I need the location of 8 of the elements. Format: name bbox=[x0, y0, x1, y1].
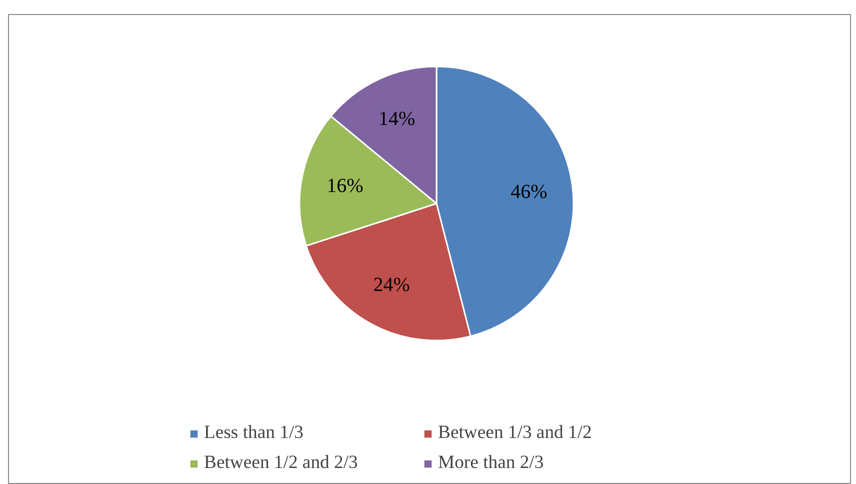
data-label: 24% bbox=[373, 274, 410, 296]
data-label: 14% bbox=[378, 108, 416, 130]
legend-label: Less than 1/3 bbox=[204, 422, 304, 444]
legend-label: Between 1/2 and 2/3 bbox=[204, 452, 359, 474]
legend-label: More than 2/3 bbox=[438, 452, 545, 474]
data-label: 16% bbox=[326, 175, 364, 198]
legend-label: Between 1/3 and 1/2 bbox=[438, 422, 593, 444]
data-label: 46% bbox=[510, 180, 548, 203]
